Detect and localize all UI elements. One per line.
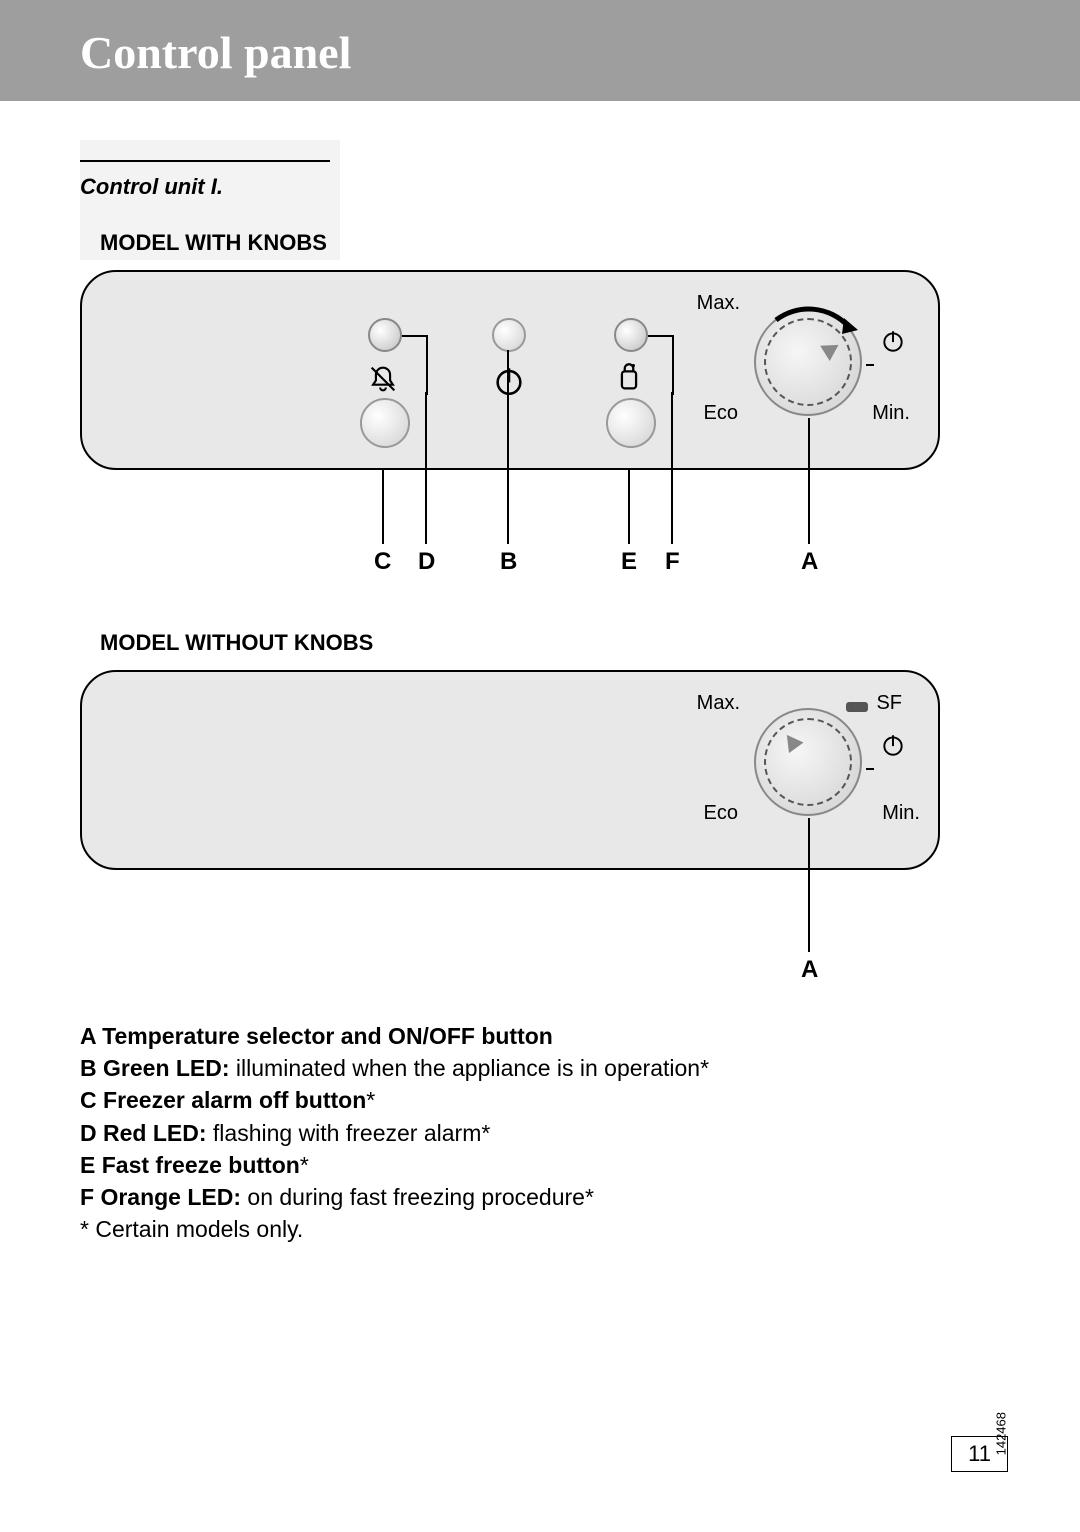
orange-led	[614, 318, 648, 352]
section-title-without-knobs: MODEL WITHOUT KNOBS	[100, 630, 960, 656]
fast-freeze-icon	[612, 360, 646, 394]
callouts-panel1: C D B E F A	[80, 470, 960, 570]
dial-label-max: Max.	[697, 692, 740, 715]
fast-freeze-button[interactable]	[606, 398, 656, 448]
legend-item: A Temperature selector and ON/OFF button	[80, 1020, 960, 1052]
panel-without-knobs: Max. Eco Min. SF	[80, 670, 940, 870]
legend-item: E Fast freeze button*	[80, 1149, 960, 1181]
legend: A Temperature selector and ON/OFF button…	[80, 1020, 960, 1245]
alarm-off-button[interactable]	[360, 398, 410, 448]
dial-label-sf: SF	[876, 692, 902, 715]
callout-C: C	[374, 548, 391, 576]
callout-F: F	[665, 548, 680, 576]
temperature-dial[interactable]	[754, 708, 862, 816]
dial-label-eco: Eco	[704, 402, 738, 425]
callout-D: D	[418, 548, 435, 576]
content: MODEL WITH KNOBS	[80, 140, 960, 1245]
page: Control panel Control unit I. MODEL WITH…	[0, 0, 1080, 1532]
callout-E: E	[621, 548, 637, 576]
power-icon	[880, 732, 906, 758]
power-icon	[880, 328, 906, 354]
legend-item: C Freezer alarm off button*	[80, 1084, 960, 1116]
dial-label-max: Max.	[697, 292, 740, 315]
legend-item: B Green LED: illuminated when the applia…	[80, 1052, 960, 1084]
header-band: Control panel	[0, 0, 1080, 101]
red-led	[368, 318, 402, 352]
callout-A: A	[801, 956, 818, 984]
legend-note: * Certain models only.	[80, 1213, 960, 1245]
power-icon	[492, 364, 526, 398]
dial-label-min: Min.	[882, 802, 920, 825]
legend-item: D Red LED: flashing with freezer alarm*	[80, 1117, 960, 1149]
bell-off-icon	[366, 362, 400, 396]
section-title-with-knobs: MODEL WITH KNOBS	[100, 230, 960, 256]
page-title: Control panel	[80, 26, 1040, 79]
green-led	[492, 318, 526, 352]
callout-A: A	[801, 548, 818, 576]
dial-label-eco: Eco	[704, 802, 738, 825]
callout-B: B	[500, 548, 517, 576]
legend-item: F Orange LED: on during fast freezing pr…	[80, 1181, 960, 1213]
temperature-dial[interactable]	[754, 308, 862, 416]
callouts-panel2: A	[80, 870, 960, 980]
panel-with-knobs: Max. Eco Min.	[80, 270, 940, 470]
dial-label-min: Min.	[872, 402, 910, 425]
sf-marker	[846, 702, 868, 712]
page-number: 11	[951, 1436, 1008, 1472]
